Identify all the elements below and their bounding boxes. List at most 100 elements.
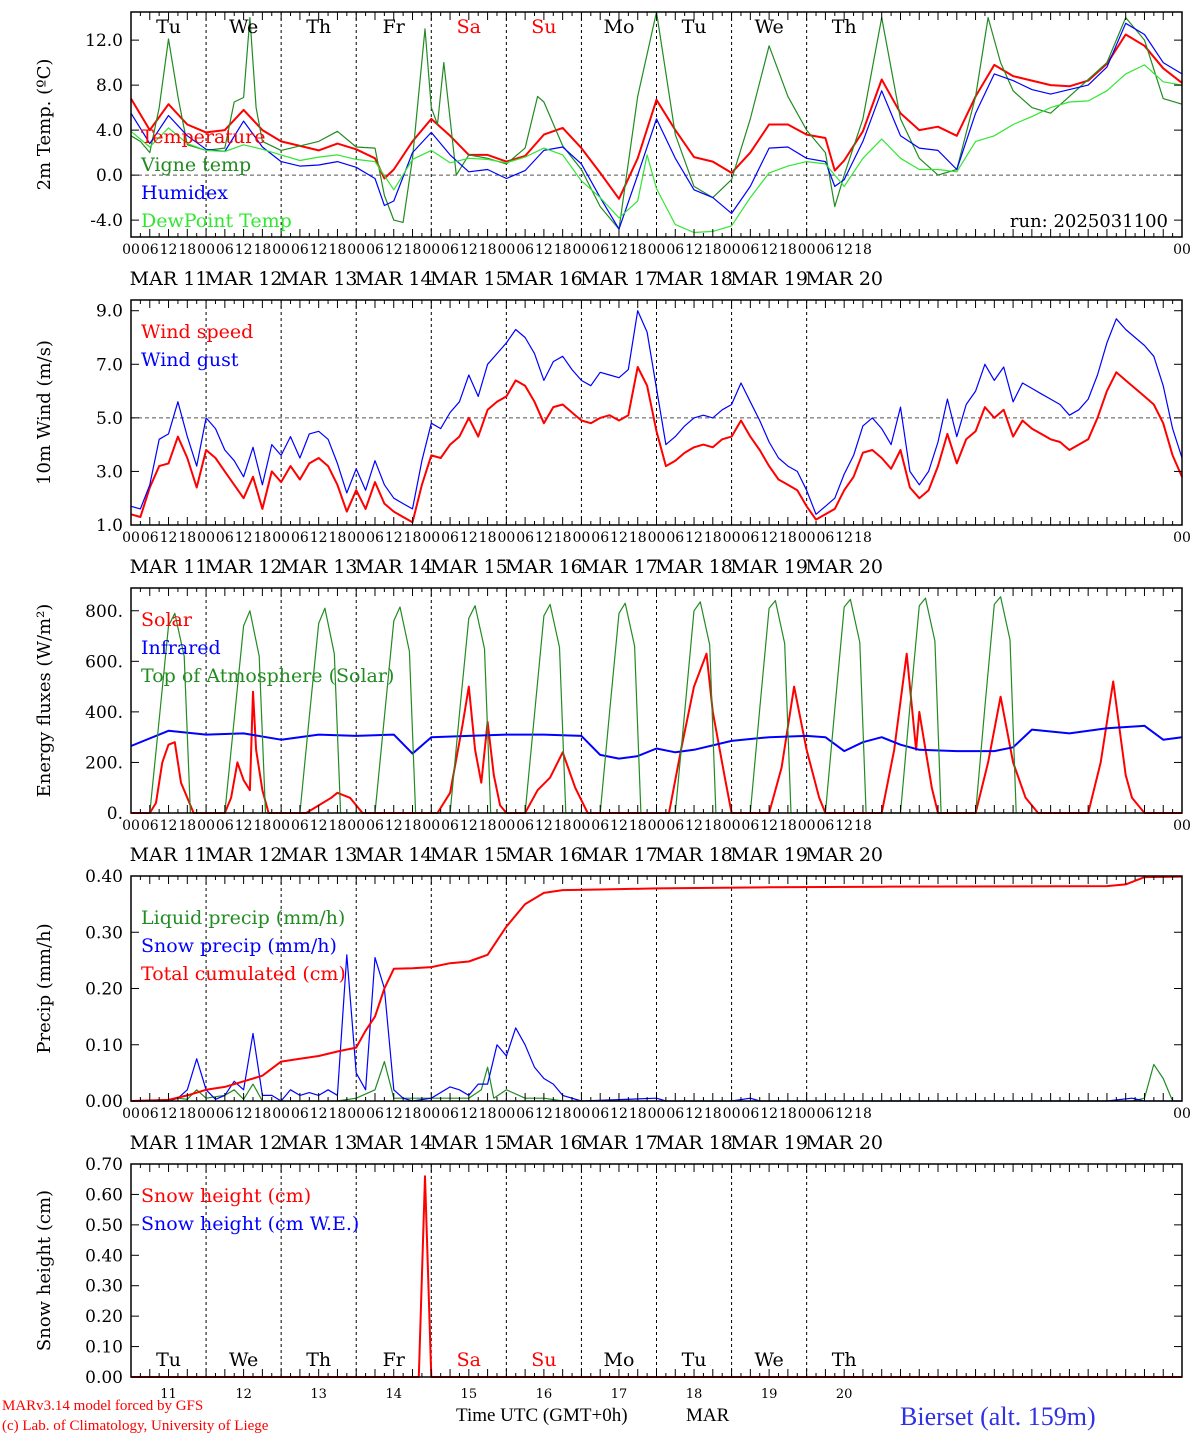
hour-tick-label: 18 — [479, 818, 497, 834]
weekday-label: Th — [832, 1349, 857, 1371]
day-label: MAR 12 — [205, 556, 283, 578]
legend-entry: Infrared — [141, 637, 221, 659]
series-line-3 — [130, 875, 1183, 1102]
hour-tick-label: 00 — [122, 818, 140, 834]
hour-tick-label: 12 — [385, 242, 403, 258]
hour-tick-label: 18 — [329, 242, 347, 258]
y-tick-label: 0.40 — [85, 1246, 123, 1266]
weekday-label: Mo — [604, 16, 635, 38]
day-label: MAR 15 — [430, 844, 508, 866]
hour-tick-label: 00 — [197, 1106, 215, 1122]
weekday-label: We — [229, 16, 258, 38]
hour-tick-label: 12 — [835, 1106, 853, 1122]
day-number-label: 15 — [461, 1387, 478, 1402]
hour-tick-label: 00 — [422, 818, 440, 834]
hour-tick-label: 18 — [854, 530, 872, 546]
hour-tick-label: 06 — [516, 1106, 534, 1122]
hour-tick-label: 12 — [610, 530, 628, 546]
hour-tick-label: 18 — [253, 530, 271, 546]
credit-note: (c) Lab. of Climatology, University of L… — [2, 1418, 269, 1434]
hour-tick-label: 18 — [253, 242, 271, 258]
legend-entry: Wind gust — [141, 349, 239, 371]
hour-tick-label: 18 — [854, 1106, 872, 1122]
hour-tick-label: 18 — [178, 1106, 196, 1122]
y-tick-label: 0.00 — [85, 1092, 123, 1112]
y-tick-label: 800. — [85, 602, 123, 622]
model-note: MARv3.14 model forced by GFS — [2, 1398, 204, 1414]
hour-tick-label: 06 — [741, 818, 759, 834]
day-label: MAR 15 — [430, 1132, 508, 1154]
hour-tick-label: 18 — [854, 242, 872, 258]
hour-tick-label: 06 — [666, 818, 684, 834]
hour-tick-label: 12 — [460, 242, 478, 258]
hour-tick-label: 18 — [704, 1106, 722, 1122]
hour-tick-label: 18 — [479, 1106, 497, 1122]
y-axis-label: Snow height (cm) — [34, 1190, 55, 1351]
day-label: MAR 18 — [655, 268, 733, 290]
panel-5: 0.00 0.10 0.20 0.30 0.40 0.50 0.60 0.70 Snow hei… — [34, 1155, 1183, 1388]
hour-tick-label: 00 — [272, 1106, 290, 1122]
plot-frame — [130, 11, 1183, 238]
series-line-4 — [130, 64, 1183, 234]
hour-tick-label: 00 — [723, 242, 741, 258]
day-label: MAR 16 — [505, 1132, 583, 1154]
hour-tick-label: 12 — [160, 1106, 178, 1122]
day-label: MAR 18 — [655, 844, 733, 866]
y-tick-label: 0.10 — [85, 1338, 123, 1358]
legend-entry: Liquid precip (mm/h) — [141, 907, 345, 929]
hour-tick-label: 18 — [329, 530, 347, 546]
hour-tick-label: 06 — [216, 242, 234, 258]
hour-tick-label: 12 — [310, 530, 328, 546]
hour-tick-label: 18 — [404, 1106, 422, 1122]
hour-tick-label: 00 — [197, 242, 215, 258]
day-label: MAR 13 — [280, 844, 358, 866]
day-label: MAR 20 — [805, 844, 883, 866]
hour-tick-label: 00 — [497, 242, 515, 258]
hour-tick-label: 00 — [197, 818, 215, 834]
hour-tick-label: 12 — [685, 818, 703, 834]
hour-tick-label: 00 — [122, 1106, 140, 1122]
run-annotation: run: 2025031100 — [1010, 211, 1168, 232]
day-label: MAR 18 — [655, 1132, 733, 1154]
hour-tick-label: 00 — [272, 242, 290, 258]
hour-tick-label: 12 — [535, 818, 553, 834]
day-label: MAR 13 — [280, 556, 358, 578]
hour-tick-label: 06 — [366, 242, 384, 258]
y-axis-label: 2m Temp. (ºC) — [34, 59, 55, 191]
hour-tick-label: 12 — [235, 818, 253, 834]
legend-entry: DewPoint Temp — [141, 210, 292, 232]
hour-tick-label: 18 — [178, 818, 196, 834]
hour-tick-label: 18 — [629, 1106, 647, 1122]
hour-tick-label: 00 — [1173, 242, 1191, 258]
day-label: MAR 13 — [280, 268, 358, 290]
hour-tick-label: 12 — [160, 242, 178, 258]
hour-tick-label: 00 — [648, 1106, 666, 1122]
hour-tick-label: 00 — [1173, 818, 1191, 834]
hour-tick-label: 06 — [216, 1106, 234, 1122]
y-tick-label: 0.60 — [85, 1185, 123, 1205]
day-number-label: 17 — [611, 1387, 628, 1402]
hour-tick-label: 00 — [798, 1106, 816, 1122]
hour-tick-label: 06 — [441, 242, 459, 258]
hour-tick-label: 12 — [760, 1106, 778, 1122]
legend-entry: Humidex — [141, 182, 228, 204]
hour-tick-label: 00 — [497, 818, 515, 834]
y-tick-label: 1.0 — [96, 516, 123, 536]
weekday-label: Fr — [383, 1349, 406, 1371]
y-tick-label: 12.0 — [85, 31, 123, 51]
day-label: MAR 15 — [430, 268, 508, 290]
station-label: Bierset (alt. 159m) — [900, 1402, 1096, 1431]
hour-tick-label: 00 — [798, 530, 816, 546]
day-label: MAR 16 — [505, 556, 583, 578]
hour-tick-label: 12 — [385, 530, 403, 546]
hour-tick-label: 12 — [610, 818, 628, 834]
hour-tick-label: 18 — [704, 818, 722, 834]
hour-tick-label: 12 — [535, 242, 553, 258]
hour-tick-label: 12 — [835, 530, 853, 546]
hour-tick-label: 06 — [366, 1106, 384, 1122]
series-line-2 — [130, 724, 1183, 760]
hour-tick-label: 06 — [141, 1106, 159, 1122]
hour-tick-label: 12 — [610, 1106, 628, 1122]
day-label: MAR 14 — [355, 556, 433, 578]
